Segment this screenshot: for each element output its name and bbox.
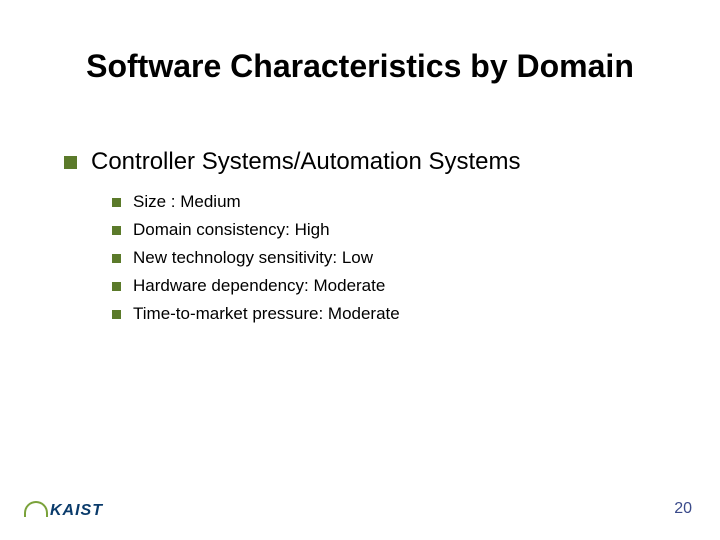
level2-text: Time-to-market pressure: Moderate [133, 302, 400, 326]
square-bullet-icon [112, 254, 121, 263]
kaist-logo: KAIST [24, 501, 103, 520]
level2-text: Size : Medium [133, 190, 241, 214]
bullet-level1: Controller Systems/Automation Systems [64, 148, 520, 176]
square-bullet-icon [112, 310, 121, 319]
bullet-level2: Domain consistency: High [112, 218, 400, 242]
square-bullet-icon [112, 198, 121, 207]
level2-text: Domain consistency: High [133, 218, 330, 242]
bullet-level2: Time-to-market pressure: Moderate [112, 302, 400, 326]
level2-text: Hardware dependency: Moderate [133, 274, 385, 298]
bullet-level2: Hardware dependency: Moderate [112, 274, 400, 298]
page-number: 20 [674, 500, 692, 518]
level1-text: Controller Systems/Automation Systems [91, 148, 520, 176]
logo-arc-icon [24, 501, 48, 517]
slide-title: Software Characteristics by Domain [0, 48, 720, 85]
slide: Software Characteristics by Domain Contr… [0, 0, 720, 540]
square-bullet-icon [64, 156, 77, 169]
square-bullet-icon [112, 226, 121, 235]
level2-list: Size : Medium Domain consistency: High New… [112, 190, 400, 330]
bullet-level2: Size : Medium [112, 190, 400, 214]
bullet-level2: New technology sensitivity: Low [112, 246, 400, 270]
level2-text: New technology sensitivity: Low [133, 246, 373, 270]
logo-text: KAIST [50, 502, 103, 519]
square-bullet-icon [112, 282, 121, 291]
